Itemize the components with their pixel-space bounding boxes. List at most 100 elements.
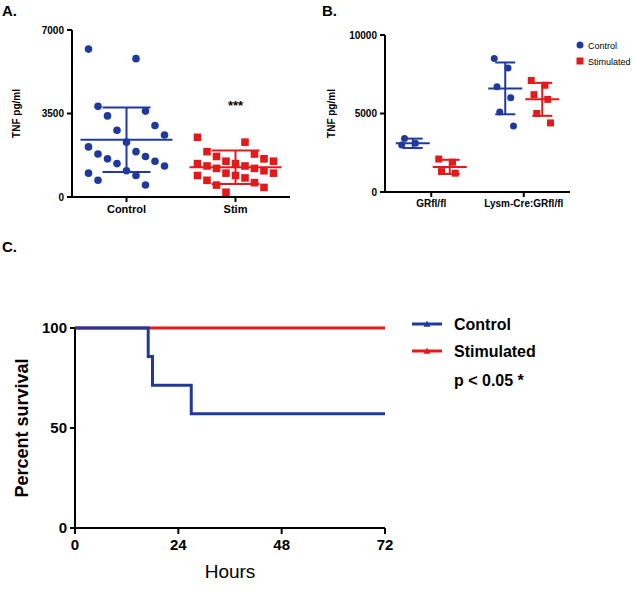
point (213, 165, 221, 173)
point (260, 155, 268, 163)
point (94, 177, 102, 185)
point (113, 126, 121, 134)
y-tick-label: 10000 (349, 30, 377, 41)
point (222, 157, 230, 165)
sd-bar (504, 62, 506, 114)
y-tick-label: 0 (59, 519, 67, 536)
y-axis-label: Percent survival (12, 358, 32, 497)
y-tick-label: 0 (371, 187, 377, 198)
x-axis-label: Hours (205, 561, 256, 582)
point (94, 103, 102, 111)
sd-cap (103, 107, 151, 109)
sd-cap (212, 183, 260, 185)
point (507, 94, 514, 101)
sd-cap (103, 171, 151, 173)
x-tick (384, 528, 386, 534)
point (161, 131, 169, 139)
y-tick-label: 5000 (355, 108, 378, 119)
point (142, 153, 150, 161)
x-tick (430, 192, 432, 197)
point (213, 181, 221, 189)
x-tick-label: 48 (273, 536, 290, 553)
point (203, 177, 211, 185)
sd-bar (412, 139, 414, 148)
point (203, 148, 211, 156)
plot-marks (75, 328, 385, 414)
y-tick (67, 29, 72, 31)
figure: A.035007000TNF pg/mlControlStim***B.0500… (0, 0, 636, 605)
y-axis-label: TNF pg/ml (11, 89, 22, 138)
point (113, 160, 121, 168)
point (161, 162, 169, 170)
sd-cap (440, 159, 460, 161)
point (491, 55, 498, 62)
sd-cap (532, 82, 552, 84)
point (104, 112, 112, 120)
point (85, 143, 93, 151)
x-tick (523, 192, 525, 197)
point (151, 157, 159, 165)
point (270, 169, 278, 177)
y-axis-label: TNF pg/ml (326, 89, 337, 138)
y-tick (67, 113, 72, 115)
point (260, 184, 268, 192)
x-axis (72, 196, 290, 198)
panel-label: B. (322, 2, 337, 19)
y-tick-label: 0 (58, 192, 64, 203)
panel-label: A. (2, 2, 17, 19)
point (251, 165, 259, 173)
x-axis (75, 527, 385, 529)
legend-label: Stimulated (588, 57, 631, 67)
legend-marker (424, 321, 431, 327)
sd-cap (403, 138, 423, 140)
point (510, 123, 517, 130)
y-tick (380, 34, 385, 36)
point (194, 134, 202, 142)
sd-cap (532, 115, 552, 117)
point (222, 188, 230, 196)
point (85, 45, 93, 53)
sd-bar (449, 160, 451, 174)
x-tick-label: 72 (377, 536, 394, 553)
category-label: Stim (224, 203, 248, 215)
panel-label: C. (2, 238, 17, 255)
legend-marker (424, 348, 431, 354)
sd-bar (235, 150, 237, 183)
point (213, 153, 221, 161)
sd-bar (541, 83, 543, 116)
legend-marker (577, 42, 584, 49)
y-tick-label: 3500 (42, 108, 65, 119)
point (241, 174, 249, 182)
x-tick-label: 24 (170, 536, 187, 553)
y-tick-label: 50 (50, 419, 67, 436)
point (132, 148, 140, 156)
legend-label: Stimulated (454, 343, 536, 360)
x-axis (385, 191, 570, 193)
x-tick (177, 528, 179, 534)
point (85, 169, 93, 177)
x-tick (74, 528, 76, 534)
point (94, 150, 102, 158)
y-tick (380, 191, 385, 193)
point (241, 138, 249, 146)
point (132, 55, 140, 63)
y-tick-label: 7000 (42, 25, 65, 36)
point (531, 91, 538, 98)
point (194, 172, 202, 180)
plot-marks (81, 45, 282, 196)
point (222, 169, 230, 177)
annotation: *** (228, 98, 244, 113)
plot-marks (396, 55, 560, 177)
legend-marker (577, 58, 584, 65)
x-tick (281, 528, 283, 534)
survival-line (75, 328, 385, 414)
point (251, 179, 259, 187)
y-tick (67, 196, 72, 198)
x-tick (235, 197, 237, 202)
sd-cap (440, 173, 460, 175)
x-tick (126, 197, 128, 202)
y-tick (70, 327, 75, 329)
sd-bar (126, 108, 128, 172)
x-tick-label: 0 (71, 536, 79, 553)
sd-cap (495, 61, 515, 63)
